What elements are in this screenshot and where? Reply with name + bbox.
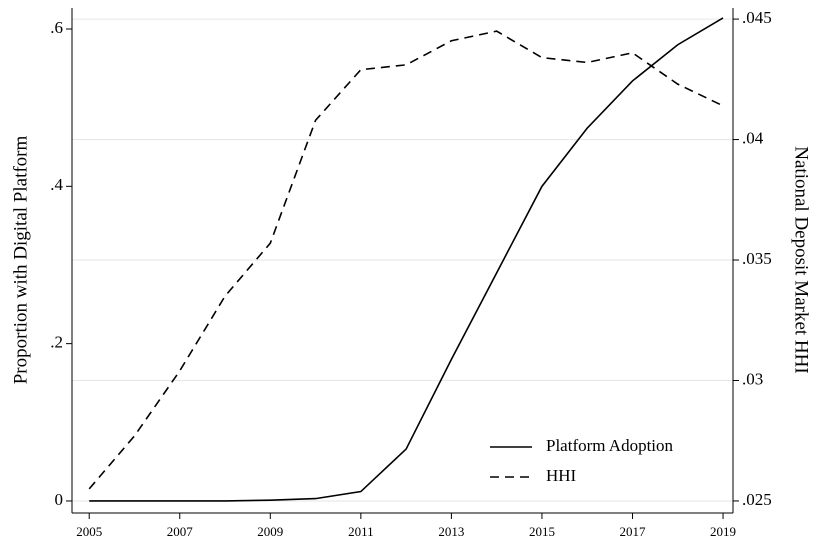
y-tick-label: .4 [50,175,63,194]
x-tick-label: 2005 [76,524,102,539]
x-tick-label: 2019 [710,524,736,539]
y2-tick-label: .04 [742,128,764,147]
y-tick-label: 0 [55,490,64,509]
y2-tick-label: .045 [742,8,772,27]
y-tick-label: .6 [50,18,63,37]
legend-label: Platform Adoption [546,436,674,455]
y-axis-label: Proportion with Digital Platform [10,136,31,385]
x-tick-label: 2009 [257,524,283,539]
x-tick-label: 2015 [529,524,555,539]
x-tick-label: 2011 [348,524,374,539]
y-tick-label: .2 [50,333,63,352]
y2-tick-label: .035 [742,249,772,268]
x-tick-label: 2013 [438,524,464,539]
y2-axis-label: National Deposit Market HHI [791,146,812,373]
legend-label: HHI [546,466,577,485]
series-line [89,17,724,502]
y2-tick-label: .03 [742,369,763,388]
x-tick-label: 2007 [167,524,194,539]
y2-tick-label: .025 [742,490,772,509]
x-tick-label: 2017 [619,524,646,539]
